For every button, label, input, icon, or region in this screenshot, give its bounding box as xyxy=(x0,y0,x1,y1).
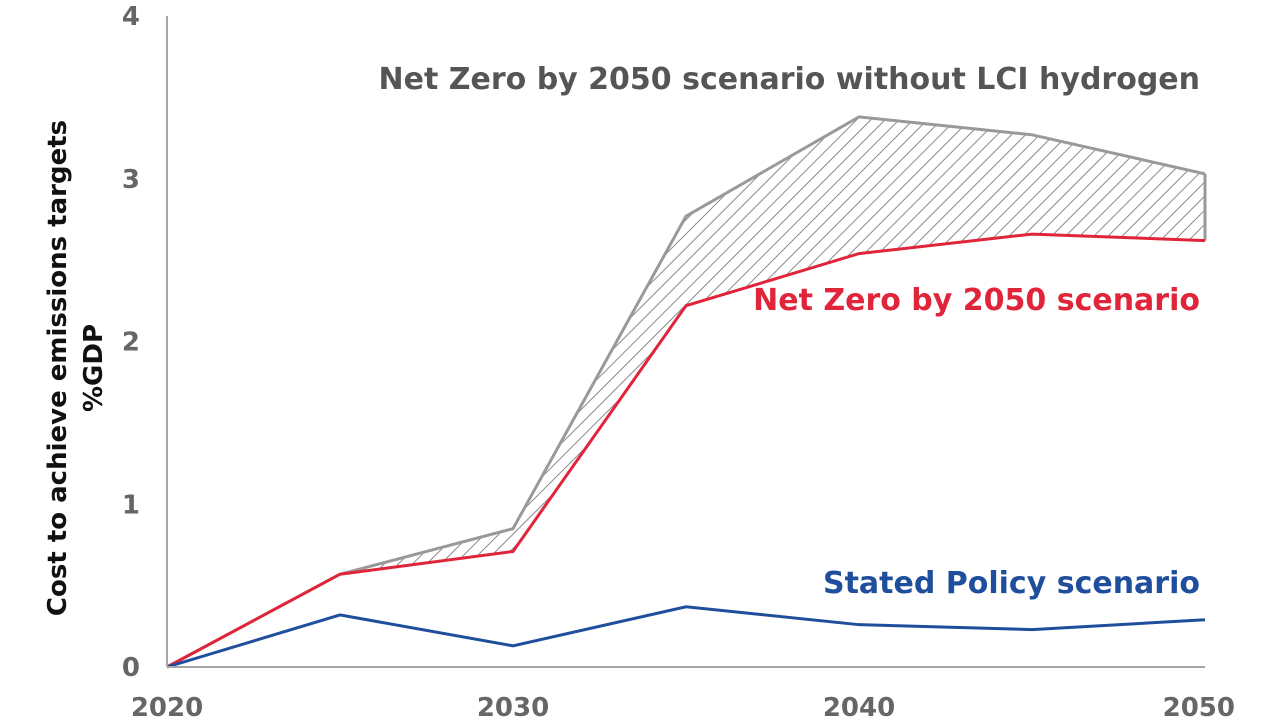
y-axis-label-line1: Cost to achieve emissions targets xyxy=(43,120,73,616)
axes: 0 1 2 3 4 2020 2030 2040 2050 xyxy=(122,2,1235,720)
y-tick-label-3: 3 xyxy=(122,165,140,195)
series-label-netzero: Net Zero by 2050 scenario xyxy=(753,283,1200,318)
series-label-stated-policy: Stated Policy scenario xyxy=(823,566,1200,601)
x-tick-label-2020: 2020 xyxy=(131,693,203,720)
series-label-netzero-without-lci: Net Zero by 2050 scenario without LCI hy… xyxy=(379,62,1200,97)
series-line-netzero xyxy=(166,232,1206,669)
hatched-band xyxy=(167,116,1205,667)
y-tick-label-0: 0 xyxy=(122,653,140,683)
y-tick-label-2: 2 xyxy=(122,328,140,358)
x-tick-label-2050: 2050 xyxy=(1163,693,1235,720)
x-tick-label-2030: 2030 xyxy=(477,693,549,720)
series-line-stated-policy xyxy=(166,605,1206,669)
x-tick-label-2040: 2040 xyxy=(823,693,895,720)
labels: Cost to achieve emissions targets %GDP N… xyxy=(43,62,1200,616)
y-tick-label-1: 1 xyxy=(122,490,140,520)
y-axis-label-line2: %GDP xyxy=(79,324,109,412)
y-tick-label-4: 4 xyxy=(122,2,140,32)
plot-area xyxy=(166,115,1207,669)
